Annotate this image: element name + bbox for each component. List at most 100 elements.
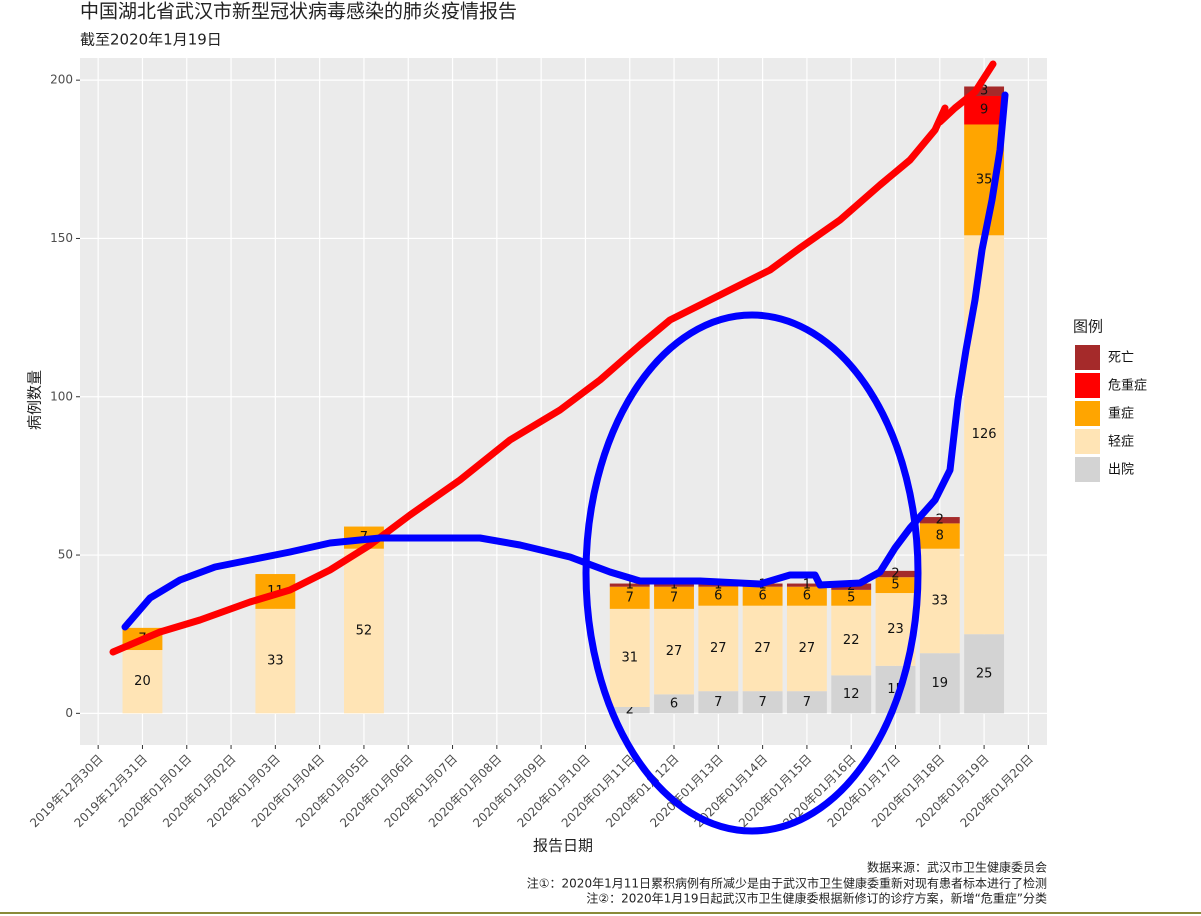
bar-segment [964, 235, 1005, 635]
note: 注②：2020年1月19日起武汉市卫生健康委根据新修订的诊疗方案，新增“危重症”… [586, 891, 1047, 906]
bar-segment [919, 523, 960, 549]
annotations [109, 60, 1009, 835]
data-label: 33 [932, 593, 949, 608]
legend-label: 重症 [1108, 406, 1134, 422]
legend-key [1075, 457, 1100, 482]
annotation-blue-line [121, 91, 1009, 631]
data-label: 31 [621, 650, 638, 665]
data-label: 2 [891, 567, 899, 582]
bar-segment [654, 608, 694, 695]
bottom-border [0, 912, 1201, 914]
bar-segment [919, 548, 960, 654]
data-label: 20 [134, 674, 151, 689]
bar-segment [609, 608, 650, 708]
data-label: 35 [976, 172, 993, 187]
data-label: 6 [670, 696, 678, 711]
bar-segment [831, 605, 872, 676]
bar-segment [964, 634, 1005, 714]
data-label: 9 [980, 103, 988, 118]
data-label: 27 [799, 641, 816, 656]
bar-segment [698, 605, 739, 692]
bar-segment [742, 691, 783, 714]
bar-segment [609, 586, 650, 609]
chart-subtitle: 截至2020年1月19日 [80, 31, 222, 49]
legend-key [1075, 429, 1100, 454]
legend-title: 图例 [1073, 318, 1103, 336]
data-label: 5 [847, 590, 855, 605]
bar-segment [964, 95, 1005, 125]
data-label: 7 [803, 695, 811, 710]
annotation-ellipse [582, 311, 922, 835]
data-label: 2 [626, 703, 634, 718]
bar-segment [919, 653, 960, 714]
x-axis-title: 报告日期 [533, 837, 593, 855]
bar-segment [698, 691, 739, 714]
legend-label: 危重症 [1108, 378, 1147, 394]
data-label: 52 [356, 624, 373, 639]
bar-segment [964, 86, 1005, 96]
legend-label: 轻症 [1108, 435, 1134, 450]
data-label: 23 [887, 622, 904, 637]
data-label: 27 [666, 644, 683, 659]
data-label: 7 [714, 695, 722, 710]
annotation-red-line [109, 60, 997, 656]
data-label: 7 [626, 590, 634, 605]
legend-label: 出院 [1108, 463, 1134, 478]
legend-label: 死亡 [1108, 351, 1134, 366]
data-label: 27 [710, 641, 727, 656]
bar-segment [831, 675, 872, 714]
bar-segment [742, 586, 783, 606]
data-label: 6 [803, 589, 811, 604]
y-tick-label: 150 [50, 231, 73, 245]
bar-segment [654, 583, 694, 587]
bar-segment [786, 586, 827, 606]
y-tick-label: 50 [58, 548, 73, 562]
data-label: 126 [972, 427, 997, 442]
bar-segment [786, 691, 827, 714]
bar-segment [609, 583, 650, 587]
bar-segment [255, 608, 296, 714]
y-tick-label: 0 [65, 706, 73, 720]
bar-segment [786, 583, 827, 587]
y-axis-title: 病例数量 [26, 370, 44, 430]
bar-segment [654, 586, 694, 609]
data-label: 6 [714, 589, 722, 604]
data-label: 25 [976, 666, 993, 681]
bar-segment [831, 589, 872, 606]
data-label: 6 [758, 589, 766, 604]
bar-segment [344, 548, 384, 714]
data-label: 1 [803, 578, 811, 593]
data-label: 1 [670, 578, 678, 593]
bar-segment [875, 570, 916, 578]
y-tick-label: 200 [50, 73, 73, 87]
data-label: 2 [936, 513, 944, 528]
y-tick-label: 100 [50, 389, 73, 403]
data-label: 19 [932, 676, 949, 691]
data-label: 22 [843, 633, 860, 648]
bar-segment [742, 605, 783, 692]
note: 注①：2020年1月11日累积病例有所减少是由于武汉市卫生健康委重新对现有患者标… [527, 876, 1047, 891]
bar-segment [122, 650, 163, 714]
bars: 2073311527231716277172761727617276112225… [122, 84, 1005, 718]
data-label: 12 [843, 687, 860, 702]
legend-key [1075, 401, 1100, 426]
data-label: 7 [758, 695, 766, 710]
data-label: 27 [754, 641, 771, 656]
chart-title: 中国湖北省武汉市新型冠状病毒感染的肺炎疫情报告 [80, 1, 517, 23]
bar-segment [654, 694, 694, 714]
x-tick-label: 2019年12月30日 [27, 752, 106, 831]
data-label: 8 [936, 529, 944, 544]
bar-segment [919, 517, 960, 524]
legend-key [1075, 345, 1100, 370]
data-label: 1 [626, 578, 634, 593]
bar-segment [698, 586, 739, 606]
legend-key [1075, 373, 1100, 398]
data-label: 7 [670, 590, 678, 605]
note: 数据来源：武汉市卫生健康委员会 [867, 860, 1047, 875]
bar-segment [786, 605, 827, 692]
data-label: 3 [980, 84, 988, 99]
bar-segment [609, 707, 650, 714]
data-label: 5 [891, 578, 899, 593]
data-label: 33 [267, 654, 284, 669]
